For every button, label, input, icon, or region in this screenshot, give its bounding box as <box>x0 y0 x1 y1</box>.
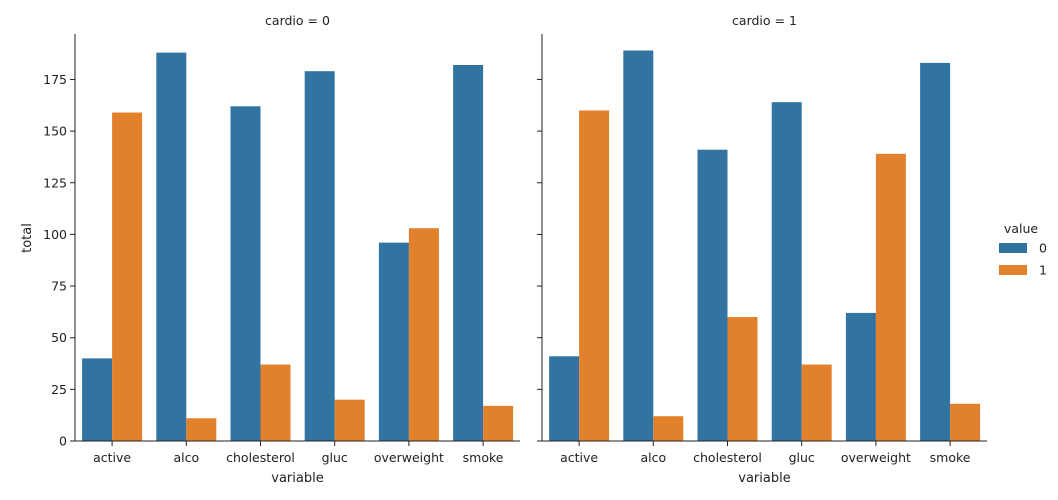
bar <box>230 106 261 442</box>
bar <box>156 52 187 442</box>
bar <box>950 403 981 441</box>
bar <box>771 102 802 441</box>
bar <box>408 228 439 441</box>
x-tick-label: gluc <box>322 450 348 465</box>
bar <box>112 112 143 441</box>
legend-label: 0 <box>1039 241 1047 256</box>
bar <box>304 71 335 442</box>
bar <box>697 149 728 441</box>
y-tick-label: 25 <box>51 382 67 397</box>
legend-swatch <box>999 243 1027 253</box>
legend-title: value <box>1004 221 1038 236</box>
x-tick-label: smoke <box>463 450 504 465</box>
x-axis-label: variable <box>738 471 790 486</box>
facet-panel: cardio = 1 active alco cholesterol gluc overw… <box>537 13 987 486</box>
bar <box>378 242 409 441</box>
facet-title: cardio = 0 <box>265 13 330 28</box>
y-tick-label: 0 <box>59 434 67 449</box>
x-tick-label: alco <box>173 450 199 465</box>
y-tick-label: 175 <box>43 72 67 87</box>
bar <box>727 317 758 441</box>
bar <box>260 364 291 441</box>
bar <box>920 62 951 441</box>
x-tick-label: cholesterol <box>693 450 762 465</box>
x-tick-label: overweight <box>841 450 911 465</box>
y-tick-label: 125 <box>43 175 67 190</box>
bar <box>186 418 217 441</box>
bar <box>845 312 876 441</box>
x-tick-label: alco <box>640 450 666 465</box>
legend-swatch <box>999 265 1027 275</box>
y-tick-label: 75 <box>51 279 67 294</box>
bar <box>801 364 832 441</box>
x-tick-label: gluc <box>789 450 815 465</box>
bar <box>82 358 113 441</box>
bar <box>453 64 484 442</box>
bar <box>549 356 580 441</box>
x-tick-label: active <box>93 450 131 465</box>
legend-label: 1 <box>1039 263 1047 278</box>
bar <box>334 399 365 441</box>
bar <box>875 153 906 442</box>
facet-title: cardio = 1 <box>732 13 797 28</box>
bar <box>623 50 654 441</box>
x-tick-label: overweight <box>374 450 444 465</box>
bar <box>483 405 514 441</box>
bar <box>579 110 610 442</box>
bar <box>653 416 684 441</box>
y-tick-label: 150 <box>43 124 67 139</box>
facet-panel: cardio = 0 0 25 50 75 100 125 150 175 active alco c… <box>43 13 520 486</box>
y-axis-label: total <box>20 223 35 253</box>
x-axis-label: variable <box>271 471 323 486</box>
y-tick-label: 50 <box>51 330 67 345</box>
y-tick-label: 100 <box>43 227 67 242</box>
x-tick-label: smoke <box>930 450 971 465</box>
x-tick-label: active <box>560 450 598 465</box>
x-tick-label: cholesterol <box>226 450 295 465</box>
